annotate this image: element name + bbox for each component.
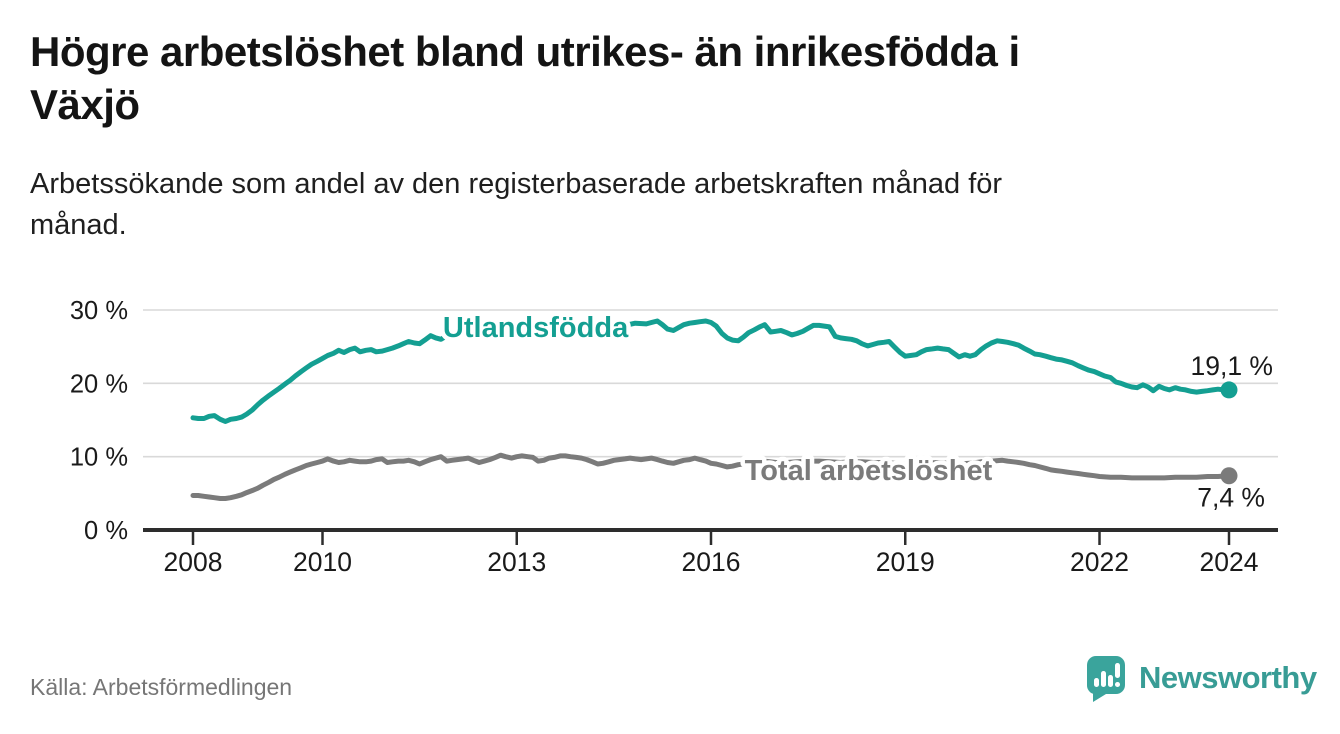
x-tick-label-2024: 2024 [1200,547,1259,577]
logo-bar-3 [1108,675,1113,687]
x-tick-label-2016: 2016 [682,547,741,577]
series-line-0 [190,318,1232,424]
newsworthy-brand: Newsworthy [1086,655,1317,703]
x-tick-label-2010: 2010 [293,547,352,577]
series-end-dot-0 [1220,381,1238,399]
logo-bar-1 [1094,678,1099,687]
logo-bar-2 [1101,671,1106,687]
subtitle-line-1: Arbetssökande som andel av den registerb… [30,168,1003,200]
series-inline-label-1: Total arbetslöshet [745,455,993,487]
x-tick-label-2013: 2013 [487,547,546,577]
y-tick-label-0: 0 % [84,517,128,545]
x-tick-label-2022: 2022 [1070,547,1129,577]
series-end-label-0: 19,1 % [1190,351,1273,381]
chart-subtitle: Arbetssökande som andel av den registerb… [30,164,1280,245]
title-line-1: Högre arbetslöshet bland utrikes- än inr… [30,28,1020,75]
y-tick-label-20: 20 % [70,370,128,398]
subtitle-line-2: månad. [30,208,127,241]
newsworthy-logo-icon [1086,656,1125,702]
logo-exclamation-dot [1115,682,1120,687]
title-line-2: Växjö [30,80,140,128]
series-end-dot-1 [1220,467,1238,485]
y-tick-label-30: 30 % [70,297,128,325]
x-tick-label-2008: 2008 [164,547,223,577]
source-caption: Källa: Arbetsförmedlingen [30,674,293,700]
logo-exclamation-bar [1115,663,1120,678]
y-tick-label-10: 10 % [70,444,128,472]
page-title: Högre arbetslöshet bland utrikes- än inr… [30,26,1310,132]
brand-name: Newsworthy [1139,660,1317,695]
series-inline-label-0: Utlandsfödda [443,312,629,344]
series-end-label-1: 7,4 % [1197,483,1265,513]
x-tick-label-2019: 2019 [876,547,935,577]
series-line-1 [190,452,1232,501]
